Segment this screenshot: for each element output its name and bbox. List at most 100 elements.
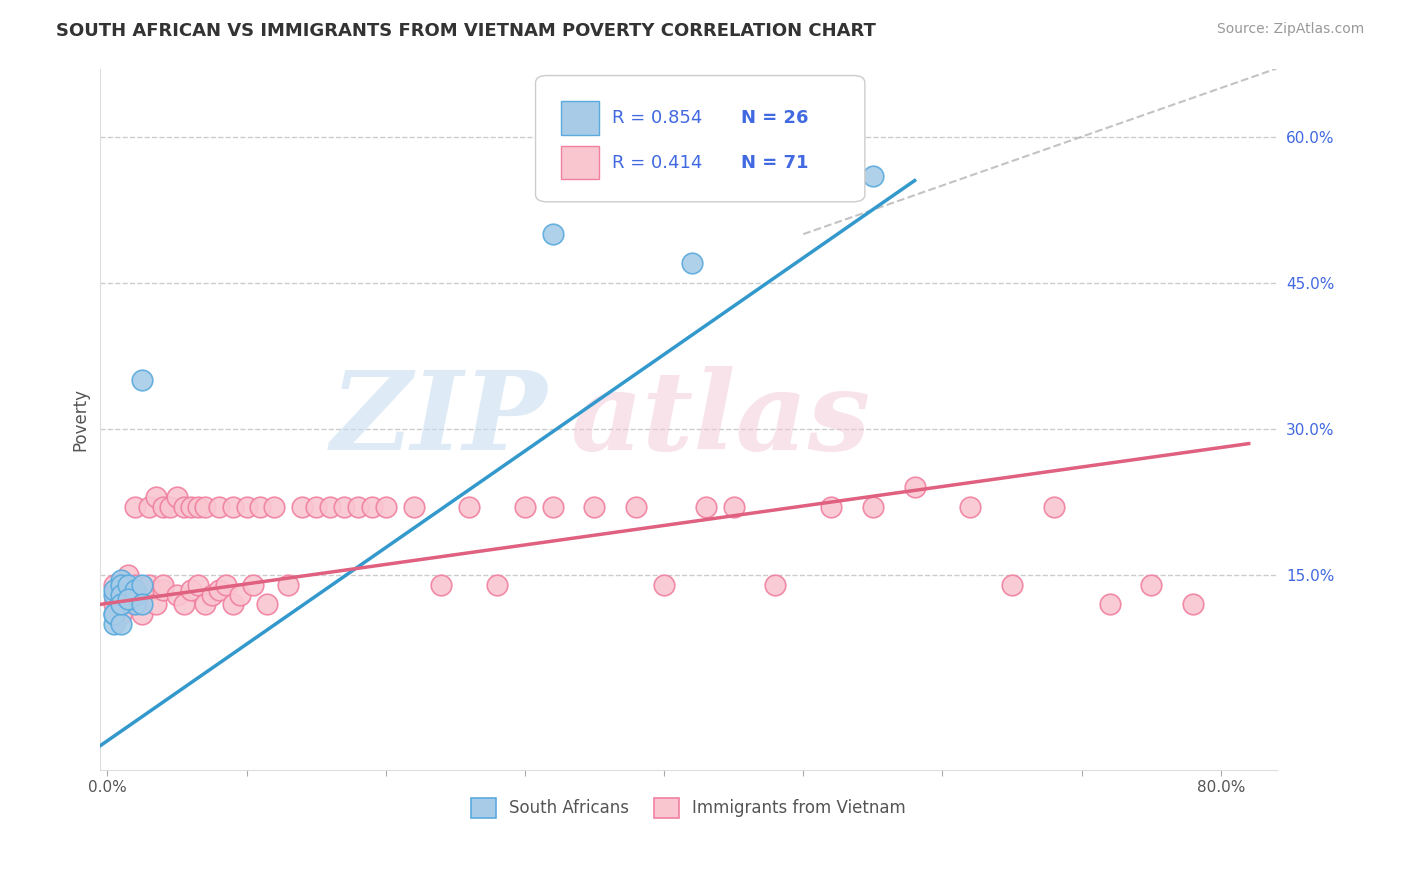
Point [305, 500, 328, 514]
Point [904, 480, 927, 494]
Point [124, 500, 146, 514]
Point [152, 578, 174, 592]
Text: Source: ZipAtlas.com: Source: ZipAtlas.com [1216, 22, 1364, 37]
Point [820, 500, 842, 514]
Point [131, 373, 153, 387]
FancyBboxPatch shape [561, 102, 599, 136]
Point [221, 500, 243, 514]
Point [131, 588, 153, 602]
Point [333, 500, 356, 514]
Point [131, 607, 153, 621]
Point [110, 598, 132, 612]
Point [681, 256, 703, 270]
Point [513, 500, 536, 514]
Point [103, 578, 125, 592]
Point [110, 578, 132, 592]
Point [152, 500, 174, 514]
Point [138, 500, 160, 514]
Point [103, 598, 125, 612]
Point [1043, 500, 1066, 514]
Point [131, 578, 153, 592]
Point [249, 500, 271, 514]
Text: SOUTH AFRICAN VS IMMIGRANTS FROM VIETNAM POVERTY CORRELATION CHART: SOUTH AFRICAN VS IMMIGRANTS FROM VIETNAM… [56, 22, 876, 40]
Legend: South Africans, Immigrants from Vietnam: South Africans, Immigrants from Vietnam [464, 791, 912, 825]
Point [242, 578, 264, 592]
Point [110, 573, 132, 587]
Point [145, 490, 167, 504]
Text: R = 0.854: R = 0.854 [612, 110, 703, 128]
Point [228, 588, 250, 602]
Point [486, 578, 509, 592]
Point [138, 582, 160, 597]
Point [110, 588, 132, 602]
Point [695, 500, 717, 514]
Point [117, 588, 139, 602]
Text: ZIP: ZIP [330, 366, 547, 473]
Point [374, 500, 396, 514]
Point [166, 490, 188, 504]
Point [110, 578, 132, 592]
Point [235, 500, 257, 514]
Point [180, 582, 202, 597]
Point [152, 582, 174, 597]
Point [1001, 578, 1024, 592]
Point [458, 500, 481, 514]
Point [124, 598, 146, 612]
Point [862, 169, 884, 183]
Point [583, 500, 606, 514]
Point [117, 568, 139, 582]
Point [117, 592, 139, 607]
Point [959, 500, 981, 514]
Point [214, 578, 236, 592]
Point [103, 607, 125, 621]
Point [201, 588, 224, 602]
Point [360, 500, 382, 514]
Point [117, 592, 139, 607]
Y-axis label: Poverty: Poverty [72, 388, 89, 450]
Point [723, 500, 745, 514]
Point [180, 500, 202, 514]
Point [347, 500, 370, 514]
Text: N = 26: N = 26 [741, 110, 808, 128]
Point [652, 578, 675, 592]
Point [291, 500, 314, 514]
Point [862, 500, 884, 514]
Point [145, 598, 167, 612]
Point [194, 598, 217, 612]
Point [208, 500, 231, 514]
Point [124, 582, 146, 597]
Text: N = 71: N = 71 [741, 153, 808, 171]
Point [173, 598, 195, 612]
Point [110, 578, 132, 592]
Point [402, 500, 425, 514]
Point [208, 582, 231, 597]
Point [103, 588, 125, 602]
Point [117, 578, 139, 592]
Point [1140, 578, 1163, 592]
Point [541, 500, 564, 514]
Point [765, 578, 787, 592]
Point [103, 616, 125, 631]
Point [221, 598, 243, 612]
Point [124, 588, 146, 602]
Point [110, 607, 132, 621]
Point [110, 598, 132, 612]
Point [541, 227, 564, 241]
Point [319, 500, 342, 514]
Point [124, 598, 146, 612]
FancyBboxPatch shape [561, 145, 599, 179]
Point [277, 578, 299, 592]
Text: R = 0.414: R = 0.414 [612, 153, 703, 171]
Point [138, 578, 160, 592]
Point [110, 616, 132, 631]
Point [626, 500, 648, 514]
Point [430, 578, 453, 592]
Text: atlas: atlas [571, 366, 872, 473]
Point [131, 598, 153, 612]
Point [1182, 598, 1205, 612]
Point [256, 598, 278, 612]
Point [263, 500, 285, 514]
Point [103, 607, 125, 621]
Point [187, 578, 209, 592]
Point [103, 582, 125, 597]
